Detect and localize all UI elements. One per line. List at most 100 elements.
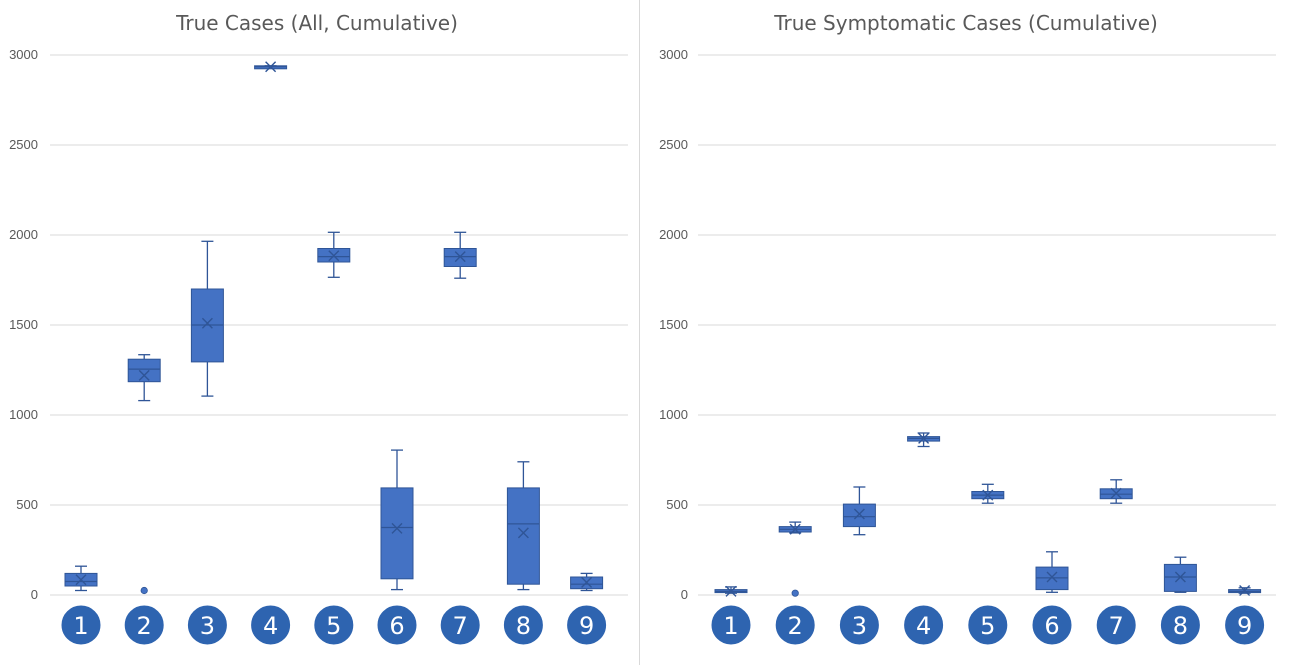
x-category-label: 9 — [579, 612, 594, 640]
box-body — [506, 487, 540, 585]
x-category-label: 1 — [723, 612, 738, 640]
x-category-label: 5 — [326, 612, 341, 640]
x-category-label: 4 — [263, 612, 278, 640]
category-badge: 7 — [438, 603, 482, 647]
y-tick-label: 1500 — [9, 317, 38, 332]
x-category-label: 7 — [1109, 612, 1124, 640]
category-badge-circle — [902, 603, 946, 647]
category-badge-circle — [312, 603, 356, 647]
mean-marker — [1174, 571, 1186, 583]
box-4 — [254, 61, 288, 73]
mean-marker — [265, 61, 277, 73]
mean-marker — [918, 432, 930, 444]
category-badge-circle — [966, 603, 1010, 647]
panel-divider — [639, 0, 640, 665]
y-tick-label: 500 — [666, 497, 688, 512]
category-badge-circle — [1158, 603, 1202, 647]
x-category-label: 7 — [453, 612, 468, 640]
y-tick-label: 1500 — [659, 317, 688, 332]
x-category-label: 6 — [1044, 612, 1059, 640]
outlier-point — [140, 586, 148, 595]
outlier-point — [791, 589, 799, 597]
category-badge: 3 — [185, 603, 229, 647]
category-badge: 9 — [565, 603, 609, 647]
category-badge-circle — [837, 603, 881, 647]
category-badge-circle — [122, 603, 166, 647]
x-category-label: 2 — [788, 612, 803, 640]
category-badge: 4 — [249, 603, 293, 647]
box-2 — [778, 521, 812, 597]
category-badge: 7 — [1094, 603, 1138, 647]
y-tick-label: 0 — [31, 587, 38, 602]
x-category-label: 8 — [1173, 612, 1188, 640]
category-badge-circle — [375, 603, 419, 647]
category-badge-circle — [773, 603, 817, 647]
box-9 — [570, 572, 604, 592]
category-badge-circle — [1030, 603, 1074, 647]
category-badge: 9 — [1223, 603, 1267, 647]
box-5 — [317, 231, 351, 278]
y-tick-label: 0 — [681, 587, 688, 602]
box-5 — [971, 483, 1005, 504]
box-3 — [842, 486, 876, 536]
chart-panel-2: True Symptomatic Cases (Cumulative) 0 500 1… — [659, 11, 1276, 647]
box-body — [127, 358, 161, 383]
x-category-label: 3 — [852, 612, 867, 640]
y-tick-label: 2500 — [9, 137, 38, 152]
box-7 — [443, 231, 477, 279]
category-badge: 1 — [709, 603, 753, 647]
mean-marker — [1110, 487, 1122, 499]
chart-panel-1: True Cases (All, Cumulative) 0 500 1000 1500… — [9, 11, 628, 647]
category-badge: 6 — [1030, 603, 1074, 647]
chart-title: True Symptomatic Cases (Cumulative) — [773, 11, 1158, 35]
mean-marker — [725, 585, 737, 597]
category-badge: 6 — [375, 603, 419, 647]
x-category-label: 6 — [389, 612, 404, 640]
category-badge: 3 — [837, 603, 881, 647]
box-1 — [64, 565, 98, 592]
category-badge-circle — [1094, 603, 1138, 647]
y-tick-label: 2000 — [9, 227, 38, 242]
category-badge: 5 — [312, 603, 356, 647]
mean-marker — [391, 522, 403, 534]
category-badge: 1 — [59, 603, 103, 647]
category-badge-circle — [501, 603, 545, 647]
category-badge-circle — [709, 603, 753, 647]
mean-marker — [138, 369, 150, 381]
box-9 — [1228, 585, 1262, 596]
category-badge: 2 — [122, 603, 166, 647]
y-tick-label: 500 — [16, 497, 38, 512]
category-badge-circle — [565, 603, 609, 647]
mean-marker — [201, 317, 213, 329]
y-tick-label: 1000 — [9, 407, 38, 422]
mean-marker — [454, 251, 466, 263]
box-7 — [1099, 479, 1133, 504]
category-badge-circle — [59, 603, 103, 647]
x-category-label: 1 — [73, 612, 88, 640]
category-badge: 8 — [1158, 603, 1202, 647]
category-badge-circle — [185, 603, 229, 647]
y-tick-label: 1000 — [659, 407, 688, 422]
mean-marker — [581, 576, 593, 588]
mean-marker — [853, 508, 865, 520]
box-body — [380, 487, 414, 580]
x-category-label: 8 — [516, 612, 531, 640]
mean-marker — [1239, 585, 1251, 596]
box-8 — [506, 461, 540, 591]
mean-marker — [75, 574, 87, 586]
box-1 — [714, 585, 748, 597]
box-6 — [1035, 551, 1069, 593]
x-category-label: 9 — [1237, 612, 1252, 640]
category-badge: 8 — [501, 603, 545, 647]
category-badge-circle — [249, 603, 293, 647]
mean-marker — [982, 489, 994, 501]
box-6 — [380, 449, 414, 591]
category-badge: 5 — [966, 603, 1010, 647]
x-category-label: 5 — [980, 612, 995, 640]
category-badge: 4 — [902, 603, 946, 647]
category-badge-circle — [1223, 603, 1267, 647]
box-body — [842, 503, 876, 528]
x-category-label: 3 — [200, 612, 215, 640]
x-category-label: 4 — [916, 612, 931, 640]
